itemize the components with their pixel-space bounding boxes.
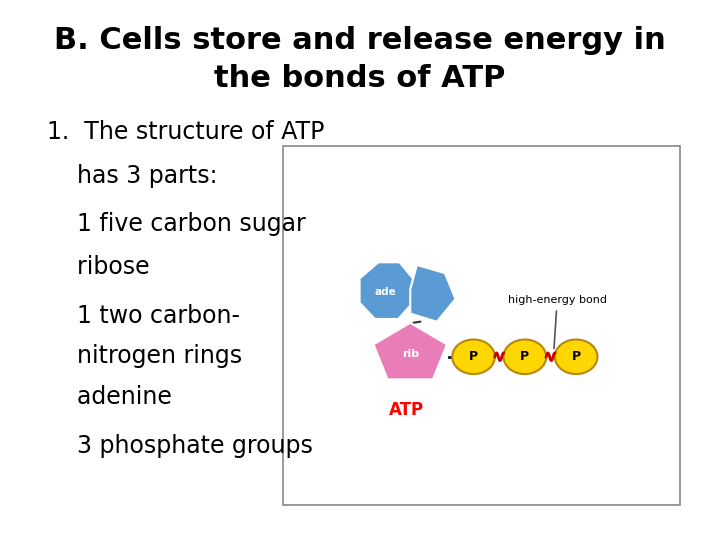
Circle shape <box>503 340 546 374</box>
Text: has 3 parts:: has 3 parts: <box>47 164 217 187</box>
Text: rib: rib <box>402 349 419 359</box>
Polygon shape <box>359 262 413 319</box>
Text: nitrogen rings: nitrogen rings <box>47 345 242 368</box>
Text: ribose: ribose <box>47 255 150 279</box>
Circle shape <box>555 340 598 374</box>
Text: P: P <box>572 350 581 363</box>
Text: 1 two carbon-: 1 two carbon- <box>47 304 240 328</box>
Text: B. Cells store and release energy in: B. Cells store and release energy in <box>54 26 666 55</box>
Text: 3 phosphate groups: 3 phosphate groups <box>47 434 312 457</box>
Text: 1 five carbon sugar: 1 five carbon sugar <box>47 212 305 236</box>
Text: P: P <box>469 350 478 363</box>
Polygon shape <box>410 265 456 322</box>
Text: high-energy bond: high-energy bond <box>508 295 607 349</box>
Text: ATP: ATP <box>390 401 425 418</box>
Polygon shape <box>374 323 447 380</box>
Text: ade: ade <box>374 287 396 297</box>
Text: P: P <box>521 350 529 363</box>
Text: 1.  The structure of ATP: 1. The structure of ATP <box>47 120 324 144</box>
Bar <box>284 146 680 505</box>
Text: adenine: adenine <box>47 385 172 409</box>
Circle shape <box>452 340 495 374</box>
Text: the bonds of ATP: the bonds of ATP <box>215 64 505 93</box>
